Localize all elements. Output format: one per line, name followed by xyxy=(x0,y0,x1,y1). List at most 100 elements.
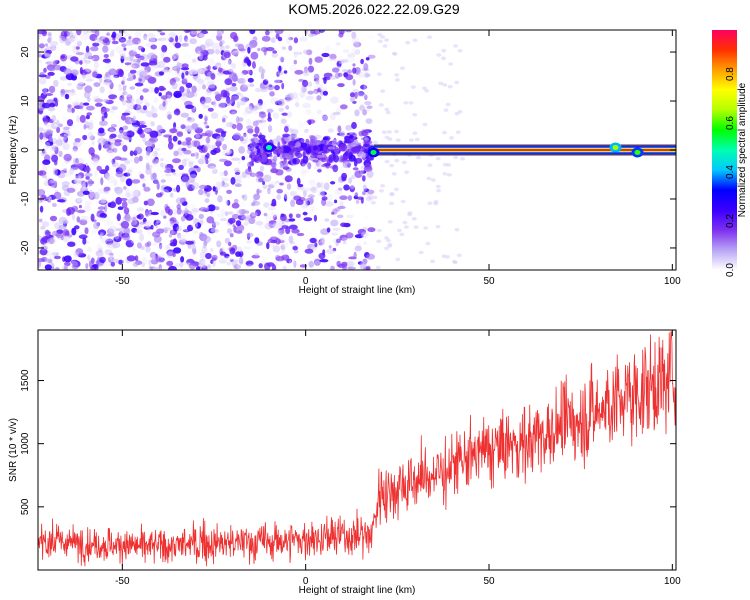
spectrogram-cell xyxy=(40,113,47,119)
spectrogram-cell xyxy=(457,49,463,53)
spectrogram-cell xyxy=(260,72,265,80)
spectrogram-cell xyxy=(161,162,167,170)
spectrogram-cell xyxy=(270,202,277,207)
spectrogram-cell xyxy=(166,260,174,267)
spectrogram-cell xyxy=(346,214,354,219)
spectrogram-cell xyxy=(217,195,223,203)
spectrogram-cell xyxy=(189,30,197,38)
spectrogram-cell xyxy=(150,121,155,127)
spectrogram-cell xyxy=(272,264,277,270)
spectrogram-cell xyxy=(76,216,81,223)
spectrogram-cell xyxy=(296,177,301,186)
spectrogram-cell xyxy=(125,178,133,187)
spectrogram-cell xyxy=(281,112,289,116)
spectrogram-cell xyxy=(291,228,300,234)
spectrogram-cell xyxy=(226,199,231,206)
spectrogram-cell xyxy=(339,195,348,200)
spectrogram-cell xyxy=(172,252,176,258)
spectrogram-cell xyxy=(325,189,330,198)
spectrogram-cell xyxy=(348,129,354,134)
spectrogram-cell xyxy=(42,88,49,93)
spectrogram-cell xyxy=(242,133,249,142)
spectrogram-cell xyxy=(324,123,333,128)
spectrogram-cell xyxy=(148,259,152,267)
spectrogram-cell xyxy=(132,104,142,111)
spectrogram-cell xyxy=(291,169,296,178)
spectrogram-cell xyxy=(131,188,139,195)
x-tick-label: 100 xyxy=(664,276,681,287)
spectrogram-cell xyxy=(125,99,132,104)
spectrogram-cell xyxy=(163,215,167,219)
spectrogram-cell xyxy=(192,70,198,75)
spectrogram-cell xyxy=(38,36,46,44)
spectrogram-cell xyxy=(86,55,93,59)
spectrogram-cell xyxy=(401,160,407,165)
spectrogram-cell xyxy=(448,62,454,66)
spectrogram-cell xyxy=(72,158,80,165)
spectrogram-cell xyxy=(47,71,55,76)
spectrogram-cell xyxy=(129,69,137,74)
spectrogram-cell xyxy=(68,37,76,43)
spectrogram-cell xyxy=(79,219,88,226)
spectrogram-cell xyxy=(280,213,287,221)
spectrogram-cell xyxy=(94,199,99,205)
spectrogram-cell xyxy=(38,43,45,49)
spectrogram-cell xyxy=(146,141,156,145)
spectrogram-cell xyxy=(226,150,231,156)
spectrogram-cell xyxy=(164,173,172,177)
spectrogram-cell xyxy=(113,74,120,78)
spectrogram-cell xyxy=(347,195,353,201)
spectrogram-cell xyxy=(98,127,105,134)
spectrogram-cell xyxy=(368,34,375,39)
spectrogram-cell xyxy=(76,196,83,203)
spectrogram-cell xyxy=(199,251,207,259)
spectrogram-cell xyxy=(103,98,110,103)
spectrogram-cell xyxy=(190,149,195,155)
spectrogram-cell xyxy=(254,252,259,257)
spectrogram-cell xyxy=(360,168,364,176)
spectrogram-cell xyxy=(112,241,121,249)
spectrogram-cell xyxy=(60,92,64,97)
spectrogram-cell xyxy=(125,39,135,46)
spectrogram-bright-spot-core xyxy=(634,149,641,155)
spectrogram-cell xyxy=(310,153,317,159)
spectrogram-cell xyxy=(394,158,400,163)
spectrogram-cell xyxy=(259,88,269,93)
spectrogram-cell xyxy=(255,119,263,124)
spectrogram-cell xyxy=(103,111,108,119)
spectrogram-cell xyxy=(103,54,110,58)
spectrogram-cell xyxy=(272,245,281,253)
spectrogram-cell xyxy=(344,209,353,213)
spectrogram-cell xyxy=(186,117,196,123)
spectrogram-cell xyxy=(72,111,81,116)
spectrogram-cell xyxy=(50,144,58,152)
spectrogram-cell xyxy=(149,251,157,259)
spectrogram-cell xyxy=(197,50,202,58)
spectrogram-cell xyxy=(346,260,355,268)
spectrogram-cell xyxy=(45,61,54,65)
spectrogram-cell xyxy=(91,154,100,162)
spectrogram-cell xyxy=(303,49,309,55)
spectrogram-cell xyxy=(63,153,72,161)
spectrogram-cell xyxy=(181,147,187,152)
spectrogram-cell xyxy=(160,210,164,215)
spectrogram-cell xyxy=(160,179,166,183)
spectrogram-cell xyxy=(364,72,369,78)
spectrogram-cell xyxy=(67,82,72,87)
spectrogram-cell xyxy=(146,131,154,135)
x-tick-label: 50 xyxy=(483,576,495,587)
spectrogram-cell xyxy=(71,148,78,154)
figure-title: KOM5.2026.022.22.09.G29 xyxy=(288,1,459,17)
spectrogram-cell xyxy=(111,158,116,165)
spectrogram-cell xyxy=(87,131,94,140)
spectrogram-cell xyxy=(89,33,98,42)
spectrogram-cell xyxy=(288,213,293,219)
spectrogram-cell xyxy=(132,261,139,268)
spectrogram-cell xyxy=(38,264,44,270)
spectrogram-cell xyxy=(300,168,307,177)
spectrogram-cell xyxy=(230,63,236,69)
spectrogram-cell xyxy=(206,264,212,269)
spectrogram-cell xyxy=(97,188,106,194)
spectrogram-cell xyxy=(176,30,186,34)
spectrogram-cell xyxy=(330,113,336,121)
